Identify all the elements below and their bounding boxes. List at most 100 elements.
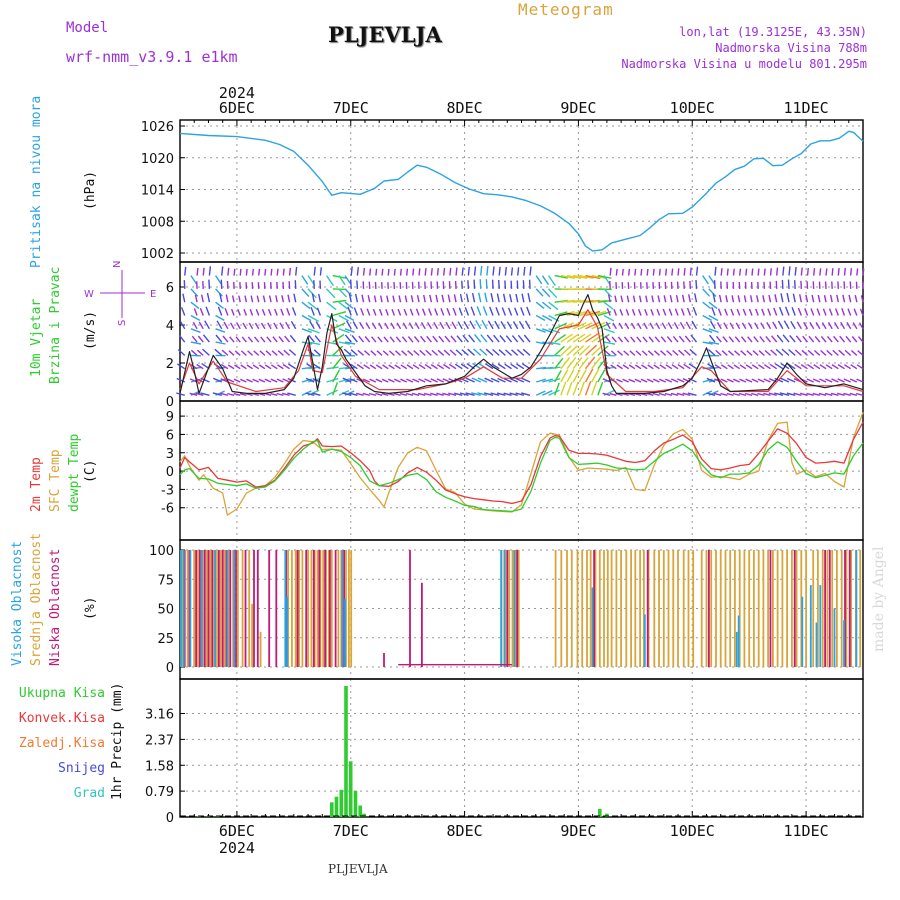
wind-arrow (720, 378, 728, 383)
wind-arrow (751, 268, 754, 276)
wind-arrow (566, 310, 581, 317)
wind-arrow (344, 288, 353, 297)
wind-arrow (522, 348, 531, 356)
y-tick-label: 3 (166, 447, 174, 462)
wind-arrow (800, 267, 803, 276)
wind-arrow (771, 335, 778, 343)
wind-arrow (640, 268, 643, 276)
wind-arrow (747, 336, 753, 343)
wind-arrow (821, 322, 827, 330)
wind-arrow (379, 295, 383, 303)
wind-arrow (479, 348, 488, 356)
wind-arrow (247, 350, 254, 356)
wind-arrow (517, 267, 520, 276)
wind-arrow (849, 378, 858, 383)
y-tick-label: 0.79 (145, 785, 174, 800)
wind-arrow (413, 350, 420, 356)
wind-arrow (542, 314, 553, 322)
wind-arrow (344, 314, 355, 322)
wind-arrow (485, 348, 494, 356)
wind-arrow (395, 336, 402, 343)
wind-arrow (731, 295, 735, 303)
wind-arrow (375, 392, 383, 396)
wind-arrow (196, 363, 204, 370)
wind-arrow (585, 321, 600, 330)
wind-arrow (400, 364, 408, 370)
wind-arrow (768, 294, 772, 303)
wind-arrow (444, 335, 451, 343)
wind-arrow (465, 377, 475, 383)
wind-arrow (233, 392, 241, 396)
wind-arrow (617, 350, 623, 356)
wind-arrow (412, 378, 420, 383)
wind-arrow (573, 274, 588, 279)
wind-arrow (680, 308, 685, 316)
date-label-top: 7DEC (333, 99, 369, 117)
wind-arrow (196, 268, 199, 276)
wind-arrow (666, 336, 673, 343)
wind-arrow (786, 392, 796, 396)
wind-arrow (721, 364, 728, 370)
wind-arrow (478, 292, 482, 303)
wind-arrow (264, 378, 272, 383)
wind-arrow (666, 350, 673, 356)
wind-arrow (837, 392, 845, 396)
wind-arrow (523, 266, 526, 276)
wind-arrow (756, 295, 759, 303)
wind-arrow (238, 295, 241, 303)
wind-arrow (780, 377, 790, 383)
wind-arrow (751, 378, 759, 383)
wind-arrow (295, 266, 298, 276)
wind-arrow (348, 292, 352, 303)
wind-arrow (646, 392, 654, 396)
wind-arrow (271, 350, 278, 356)
wind-arrow (216, 320, 223, 330)
wind-arrow (241, 336, 247, 343)
wind-arrow (458, 307, 463, 316)
wind-arrow (214, 348, 223, 356)
wind-arrow (477, 392, 488, 396)
wind-arrow (189, 392, 198, 396)
wind-arrow (465, 293, 470, 303)
wind-arrow (675, 294, 679, 303)
wind-arrow (793, 392, 802, 396)
wind-arrow (178, 334, 186, 343)
wind-arrow (597, 322, 611, 330)
wind-arrow (837, 364, 845, 370)
wind-arrow (658, 268, 661, 276)
wind-arrow (726, 378, 734, 383)
total-precip-bar (216, 816, 220, 817)
wind-arrow (827, 322, 833, 330)
wind-arrow (430, 378, 438, 383)
wind-arrow (774, 294, 778, 303)
wind-arrow (510, 363, 519, 370)
wind-arrow (417, 392, 426, 396)
wind-arrow (862, 268, 865, 276)
wind-arrow (651, 295, 655, 303)
wind-arrow (495, 306, 500, 316)
wind-arrow (758, 364, 765, 370)
temp-2m-line (179, 421, 864, 505)
wind-arrow (376, 350, 383, 356)
y-tick-label: 2 (166, 357, 174, 372)
wind-arrow (743, 295, 747, 303)
cloud-unit-label: (%) (83, 596, 98, 620)
wind-arrow (401, 336, 408, 343)
wind-arrow (715, 335, 722, 343)
wind-arrow (646, 268, 649, 276)
y-tick-label: 0 (166, 811, 174, 826)
wind-arrow (773, 307, 778, 316)
wind-arrow (741, 322, 747, 330)
wind-arrow (424, 378, 432, 383)
wind-arrow (811, 294, 815, 303)
wind-arrow (176, 392, 185, 396)
wind-arrow (432, 335, 439, 343)
panel-cloud (179, 539, 864, 680)
wind-arrow (708, 328, 719, 334)
wind-arrow (301, 328, 312, 334)
wind-arrow (753, 336, 759, 343)
wind-arrow (402, 322, 408, 330)
wind-arrow (382, 350, 389, 356)
y-tick-label: 1020 (141, 152, 174, 167)
wind-arrow (627, 268, 631, 276)
